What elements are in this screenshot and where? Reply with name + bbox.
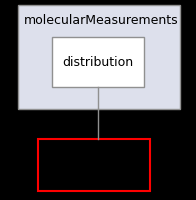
Bar: [52, 38, 144, 88]
Text: distribution: distribution: [63, 56, 133, 69]
Bar: [38, 139, 150, 191]
Bar: [18, 6, 180, 109]
Text: molecularMeasurements: molecularMeasurements: [24, 14, 179, 27]
